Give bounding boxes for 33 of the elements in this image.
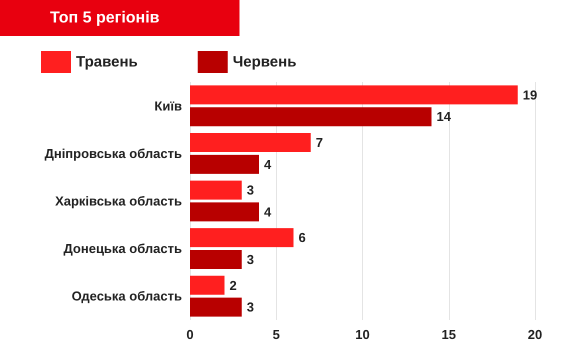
data-label: 3 — [246, 182, 254, 198]
legend-label: Травень — [76, 54, 138, 70]
bar — [190, 202, 259, 222]
data-label: 3 — [246, 252, 254, 268]
y-tick-label: Донецька область — [64, 241, 182, 256]
data-label: 3 — [246, 300, 254, 315]
bar — [190, 250, 242, 270]
x-tick-label: 5 — [272, 327, 280, 342]
data-label: 7 — [316, 134, 323, 150]
bar — [190, 228, 294, 248]
data-label: 2 — [230, 278, 237, 293]
y-tick-label: Київ — [154, 98, 182, 114]
bar — [190, 276, 224, 295]
data-label: 19 — [522, 87, 538, 102]
bar — [190, 107, 432, 126]
bar — [190, 154, 259, 174]
y-tick-label: Дніпровська область — [44, 146, 182, 161]
x-tick-label: 10 — [355, 327, 370, 342]
bar — [190, 180, 242, 200]
x-tick-label: 0 — [186, 327, 194, 342]
y-tick-label: Одеська область — [72, 288, 182, 304]
data-label: 4 — [264, 156, 272, 172]
chart-title: Топ 5 регіонів — [50, 10, 160, 26]
legend-label: Червень — [232, 54, 296, 70]
bar — [190, 85, 518, 104]
bar — [190, 298, 242, 317]
x-tick-label: 20 — [528, 327, 542, 342]
data-label: 6 — [298, 230, 306, 246]
y-tick-label: Харківська область — [55, 194, 182, 208]
data-label: 4 — [264, 204, 272, 220]
bar — [190, 132, 311, 152]
data-label: 14 — [436, 109, 452, 124]
x-tick-label: 15 — [442, 327, 456, 342]
